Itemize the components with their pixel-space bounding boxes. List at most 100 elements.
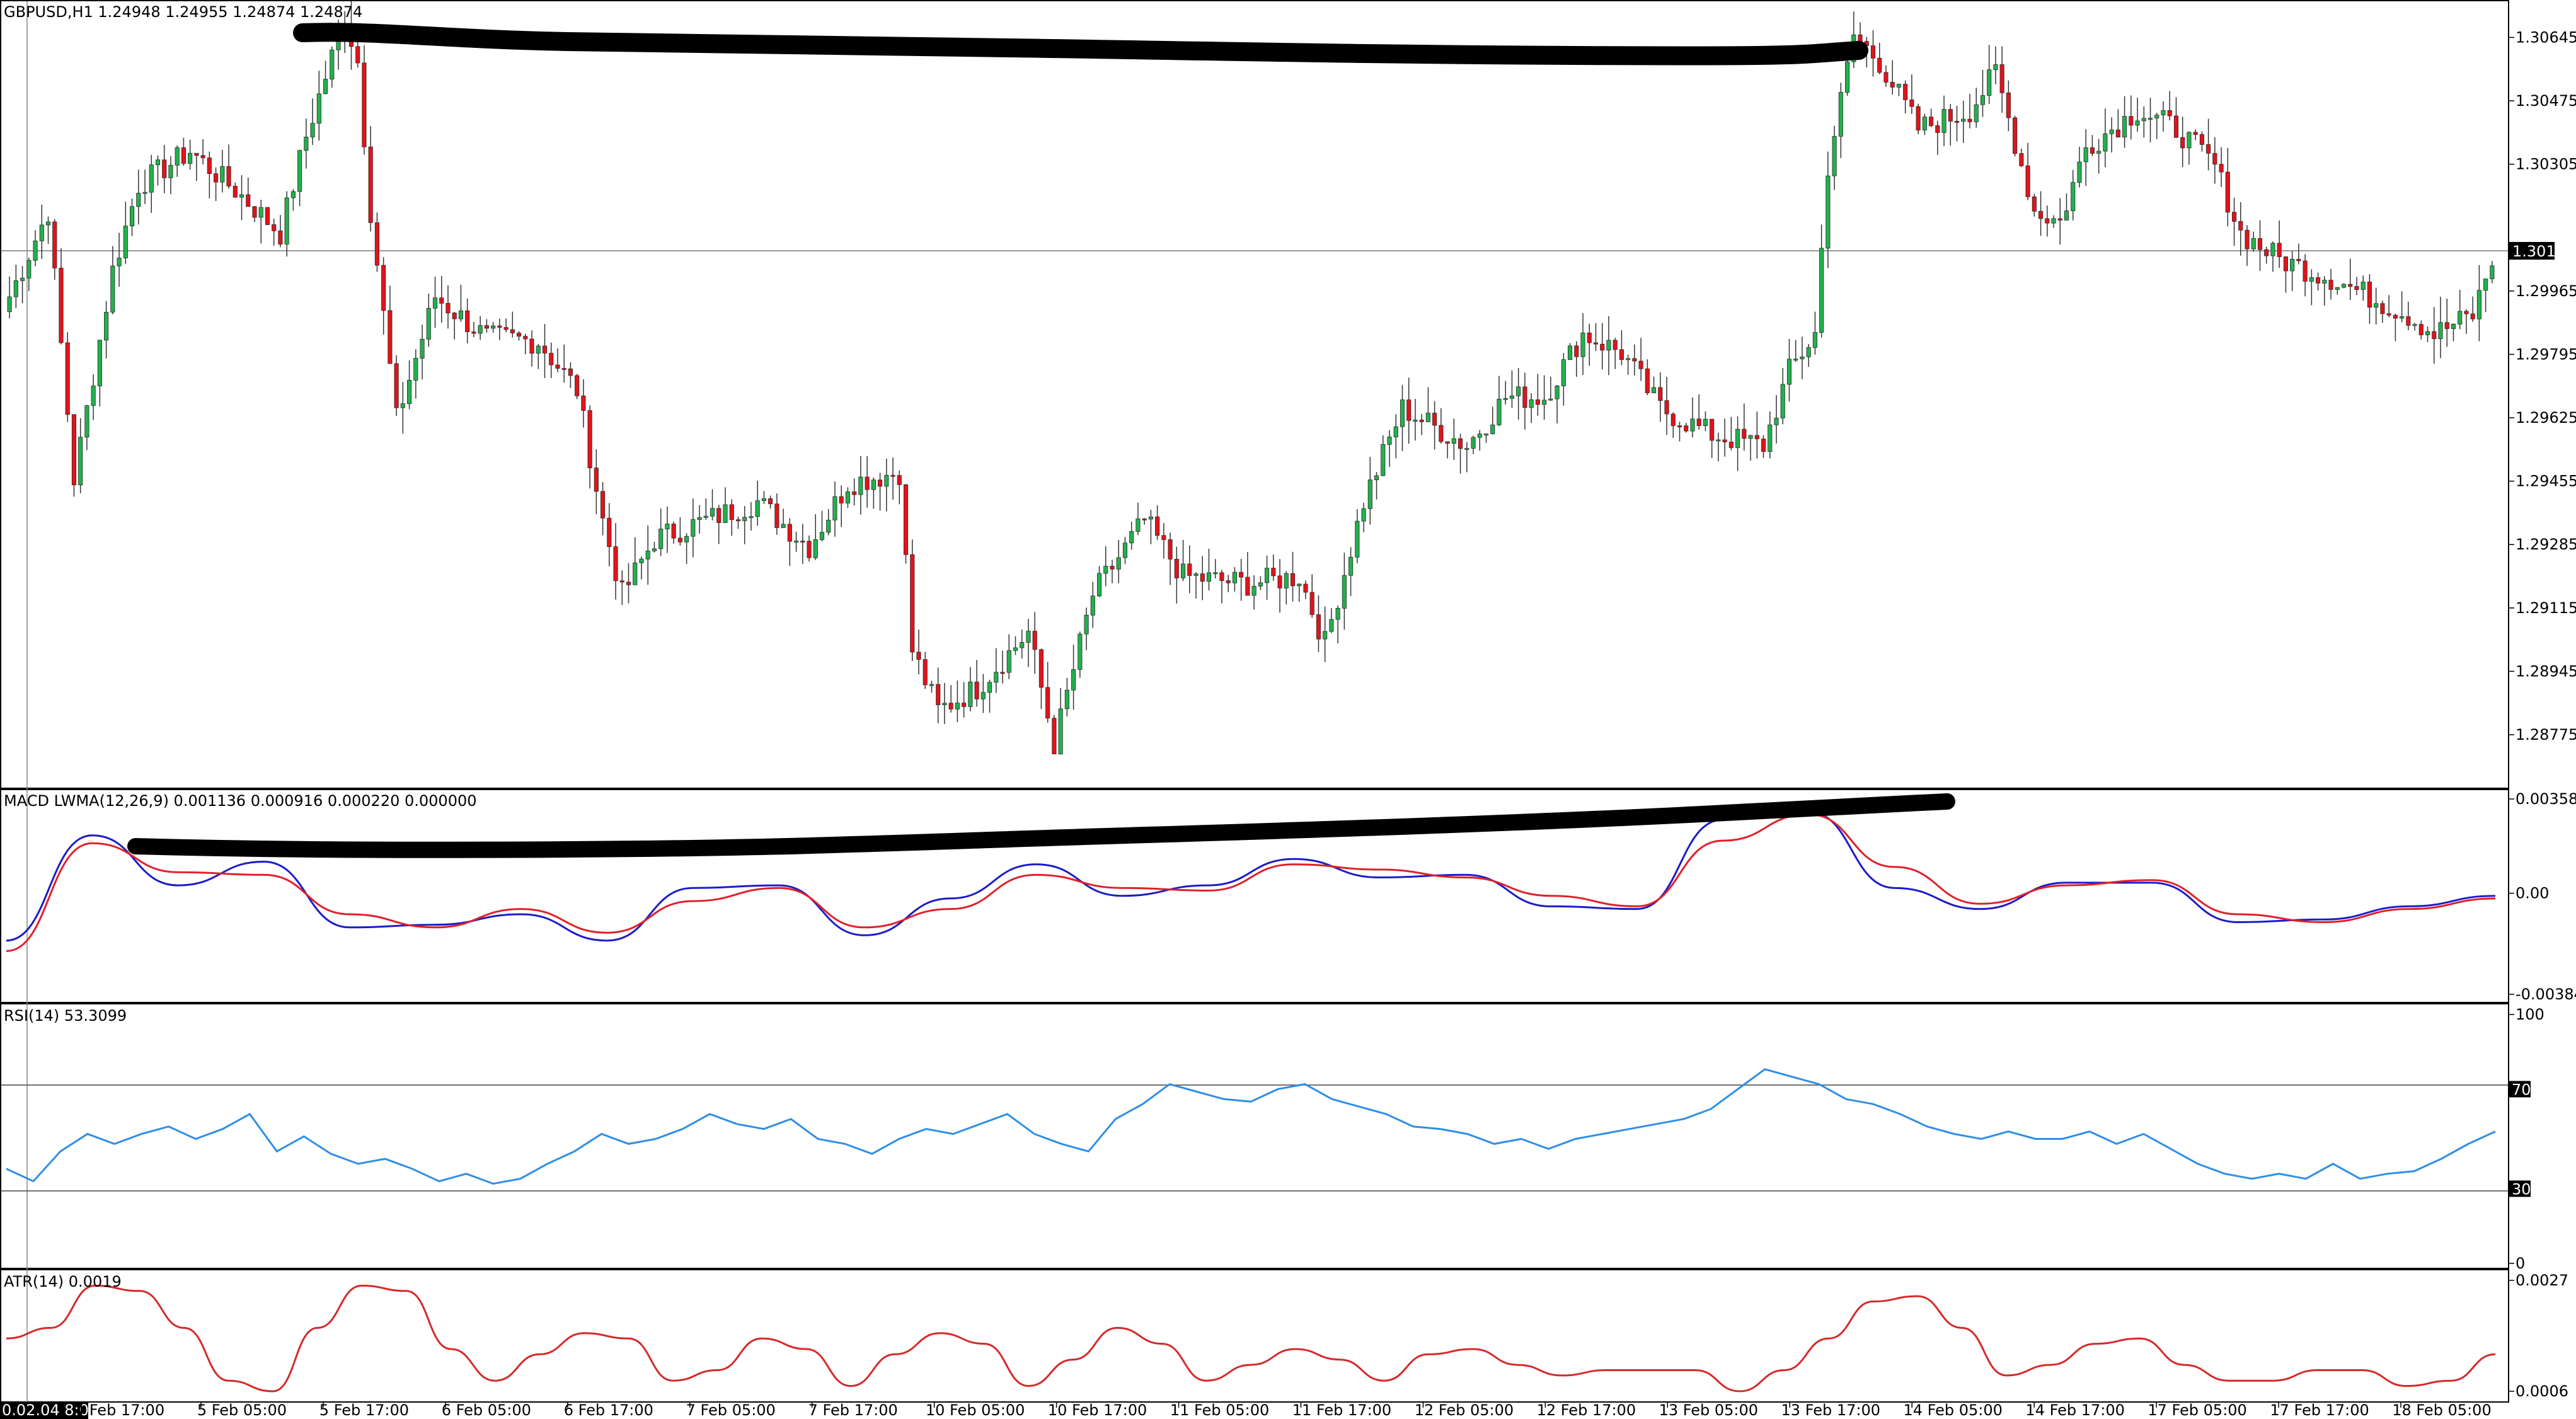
candle-body [607,517,612,548]
candle-body [2115,129,2120,137]
candle-body [1587,332,1592,343]
price-tick-label: 1.28775 [2516,726,2576,744]
candle-body [1826,175,1831,249]
candle-body [1090,595,1095,616]
candle-body [1239,572,1244,578]
macd-tick-label: 0.00 [2516,885,2549,902]
candle-body [1374,475,1379,480]
candle-body [2296,258,2301,261]
candle-body [381,265,386,311]
candle-body [446,302,451,314]
candle-body [1567,345,1573,360]
candle-body [45,221,51,226]
candle-body [1064,689,1069,710]
candle-body [633,562,638,585]
candle-body [1774,418,1779,425]
candle-body [368,146,373,223]
candle-body [1509,395,1515,399]
candle-body [2464,311,2469,314]
candle-body [465,310,470,333]
candle-body [7,296,12,313]
candle-body [1103,566,1108,574]
candle-body [1768,424,1773,452]
candle-body [858,476,863,495]
candle-body [1522,386,1527,408]
candle-body [2348,284,2353,287]
candle-body [2006,92,2011,118]
macd-signal-line [6,813,2496,952]
candle-body [755,500,760,517]
candle-body [942,703,947,705]
candle-body [2064,210,2069,221]
time-axis: 4 Feb 17:00 5 Feb 05:00 5 Feb 17:00 6 Feb 0… [75,1401,2492,1419]
candle-body [2386,313,2391,316]
candle-body [1096,573,1102,597]
candle-body [1748,435,1753,439]
candle-body [1516,386,1521,396]
candle-body [2032,196,2037,212]
candle-body [510,329,515,333]
candle-body [1858,34,1863,42]
candle-body [1728,442,1734,448]
candle-body [2316,277,2321,284]
candle-body [1548,398,1553,401]
time-tick-label: 6 Feb 17:00 [564,1401,653,1419]
candle-body [529,338,534,354]
candle-body [1593,342,1599,345]
candle-body [1335,607,1340,620]
candle-body [1393,426,1398,437]
candle-body [2225,171,2230,213]
candle-body [1999,64,2004,93]
candle-body [136,193,141,207]
candle-body [594,468,599,492]
price-tick-label: 1.28945 [2516,662,2576,680]
atr-line [6,1284,2496,1393]
candle-body [1206,572,1212,582]
candle-body [1703,418,1708,427]
candle-body [800,541,805,543]
candle-body [948,703,953,710]
price-tick-label: 1.29115 [2516,599,2576,617]
candle-body [697,517,702,520]
candle-body [819,532,825,540]
candle-body [168,164,173,178]
candle-body [1361,508,1366,522]
candle-body [936,684,941,705]
candle-body [2328,280,2333,290]
time-tick-label: 6 Feb 05:00 [442,1401,531,1419]
candle-body [1155,516,1160,536]
candle-body [2245,229,2250,250]
candle-body [2309,277,2314,282]
time-tick-label: 18 Feb 05:00 [2392,1401,2491,1419]
candle-body [761,498,766,502]
candle-body [555,364,560,369]
candle-body [2341,284,2347,288]
candle-body [2277,243,2282,257]
candle-body [2425,331,2430,335]
candle-body [1542,399,1547,405]
candle-body [1342,575,1347,609]
candle-body [2367,281,2372,308]
candle-body [13,280,18,297]
candle-body [1754,435,1759,439]
candle-body [1974,104,1979,122]
candle-body [2470,313,2475,319]
candle-body [220,166,225,183]
macd-pane-frame [0,789,2509,1003]
candle-body [1948,109,1953,122]
candle-body [1761,439,1766,452]
candle-body [884,474,889,487]
candle-body [1381,444,1386,476]
candle-body [420,338,425,359]
candle-body [1316,614,1321,640]
atr-tick-label: 0.0006 [2516,1382,2568,1400]
candle-body [1638,360,1643,369]
candle-body [1929,117,1934,126]
candle-body [2212,152,2217,165]
candle-body [1116,557,1121,570]
candle-body [1632,358,1637,362]
candle-body [1219,572,1224,581]
candle-body [2483,279,2488,291]
candle-body [787,524,792,542]
